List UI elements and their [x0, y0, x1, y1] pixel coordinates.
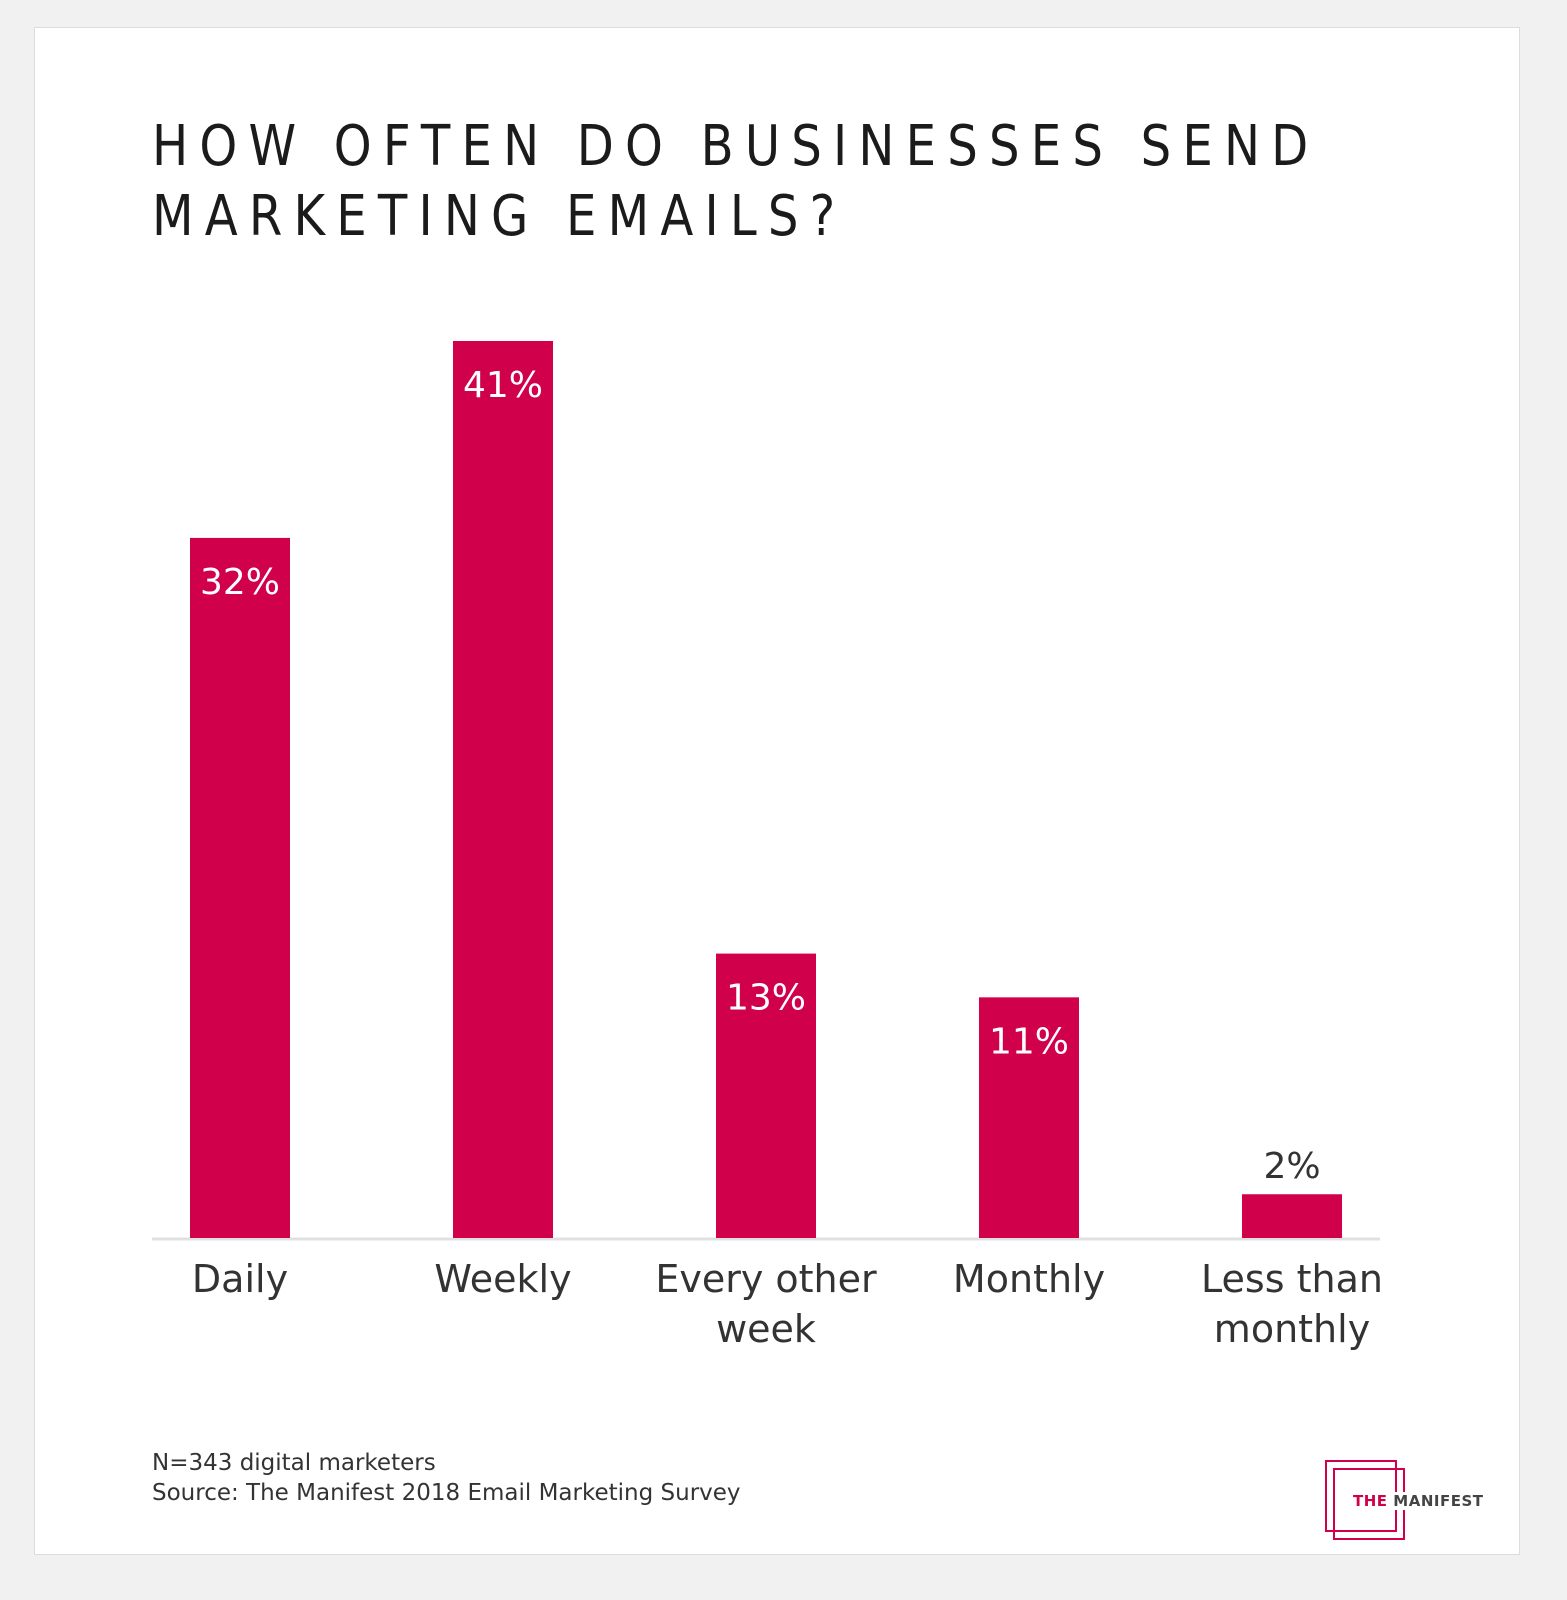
bar-value-label-4: 2% — [1263, 1146, 1320, 1187]
category-label-0: Daily — [192, 1257, 288, 1301]
chart-title: HOW OFTEN DO BUSINESSES SEND MARKETING E… — [152, 114, 1320, 249]
bar-value-label-3: 11% — [989, 1021, 1069, 1062]
bar-1 — [453, 341, 553, 1238]
bar-0 — [190, 537, 290, 1238]
source-note: Source: The Manifest 2018 Email Marketin… — [152, 1480, 741, 1506]
bar-3 — [979, 997, 1079, 1238]
sample-size-note: N=343 digital marketers — [152, 1450, 436, 1476]
category-label-4: Less than monthly — [1201, 1257, 1383, 1351]
logo-wordmark: THE MANIFEST — [1353, 1492, 1484, 1510]
category-label-3: Monthly — [953, 1257, 1105, 1301]
category-label-2: Every other week — [655, 1257, 877, 1351]
bar-4 — [1242, 1194, 1342, 1238]
bar-2 — [716, 953, 816, 1238]
bar-value-label-1: 41% — [463, 365, 543, 406]
bar-value-label-0: 32% — [200, 562, 280, 603]
category-label-1: Weekly — [434, 1257, 571, 1301]
bar-value-label-2: 13% — [726, 978, 806, 1019]
the-manifest-logo: THE MANIFEST — [1325, 1460, 1485, 1540]
